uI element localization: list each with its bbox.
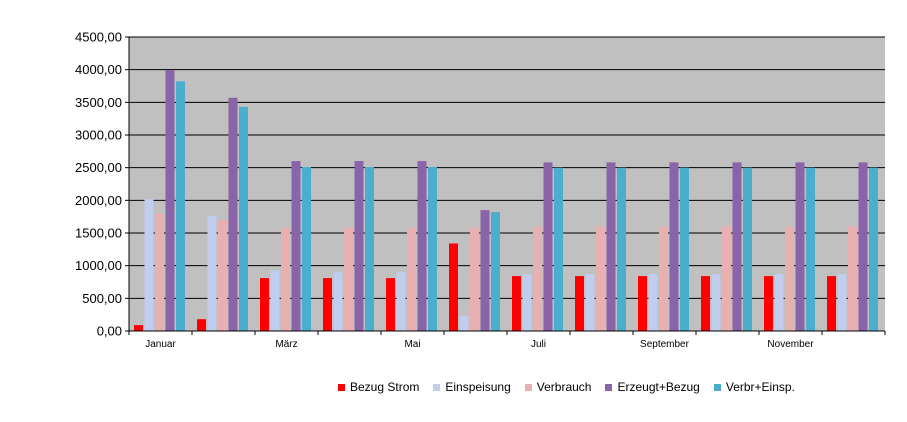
bar-bezug-strom-5 [386, 278, 395, 331]
legend-swatch [524, 383, 532, 391]
bar-bezug-strom-3 [260, 278, 269, 331]
legend-item: Einspeisung [433, 380, 511, 394]
y-tick-label: 1000,00 [75, 258, 122, 273]
bar-bezug-strom-9 [638, 276, 647, 331]
y-tick-label: 0,00 [97, 324, 122, 339]
bar-verbr-einsp-9 [680, 167, 689, 331]
bar-einspeisung-4 [333, 272, 343, 331]
bar-erzeugt-bezug-5 [417, 161, 427, 331]
bar-verbrauch-3 [281, 227, 290, 331]
bar-verbr-einsp-1 [176, 81, 185, 332]
x-tick-label: Mai [404, 339, 420, 350]
bar-bezug-strom-8 [575, 276, 584, 331]
plot-area [129, 37, 885, 331]
bar-erzeugt-bezug-9 [669, 162, 679, 331]
bar-bezug-strom-12 [827, 276, 836, 331]
bar-verbrauch-1 [155, 213, 164, 331]
bar-einspeisung-7 [522, 274, 532, 331]
bar-verbrauch-10 [722, 226, 731, 331]
legend-item: Verbr+Einsp. [713, 380, 795, 394]
y-tick-label: 4500,00 [75, 30, 122, 45]
legend-swatch [605, 383, 613, 391]
y-tick-label: 4000,00 [75, 62, 122, 77]
bar-bezug-strom-2 [197, 319, 206, 331]
bar-bezug-strom-10 [701, 276, 710, 331]
y-tick-label: 500,00 [82, 291, 122, 306]
bar-einspeisung-2 [207, 216, 217, 331]
bar-einspeisung-9 [648, 274, 658, 331]
y-tick-labels: 0,00 500,00 1000,00 1500,00 2000,00 2500,00 30… [75, 30, 122, 339]
bar-verbrauch-9 [659, 226, 668, 331]
bar-bezug-strom-6 [449, 243, 458, 331]
x-tick-label: März [275, 339, 297, 350]
legend-swatch [713, 383, 721, 391]
bar-erzeugt-bezug-2 [228, 97, 238, 331]
bar-erzeugt-bezug-11 [795, 162, 805, 331]
y-tick-label: 1500,00 [75, 226, 122, 241]
bar-bezug-strom-7 [512, 276, 521, 331]
legend: Bezug Strom Einspeisung Verbrauch Erzeugt+B… [338, 380, 809, 394]
bar-verbrauch-7 [533, 226, 542, 331]
bar-verbrauch-8 [596, 226, 605, 331]
legend-item: Erzeugt+Bezug [605, 380, 700, 394]
grid-lines [129, 36, 885, 299]
legend-swatch [338, 383, 345, 391]
bar-erzeugt-bezug-3 [291, 161, 301, 331]
bar-verbrauch-2 [218, 219, 227, 331]
y-tick-label: 3000,00 [75, 128, 122, 143]
bar-verbr-einsp-7 [554, 167, 563, 331]
bar-verbrauch-5 [407, 227, 416, 331]
bar-verbr-einsp-5 [428, 167, 437, 331]
axes [125, 36, 886, 335]
legend-item: Verbrauch [524, 380, 592, 394]
bar-verbr-einsp-10 [743, 167, 752, 331]
bar-erzeugt-bezug-10 [732, 162, 742, 331]
y-tick-label: 2500,00 [75, 160, 122, 175]
bar-verbr-einsp-8 [617, 167, 626, 331]
legend-label: Verbrauch [536, 380, 592, 394]
bar-erzeugt-bezug-4 [354, 161, 364, 331]
x-tick-label: Januar [145, 339, 176, 350]
bar-erzeugt-bezug-12 [858, 162, 868, 331]
legend-label: Einspeisung [445, 380, 511, 394]
bar-verbr-einsp-6 [491, 212, 500, 331]
x-tick-label: September [640, 339, 690, 350]
bar-verbr-einsp-11 [806, 167, 815, 331]
y-tick-label: 3500,00 [75, 95, 122, 110]
bar-verbr-einsp-3 [302, 167, 311, 331]
bar-einspeisung-11 [774, 274, 784, 331]
bar-erzeugt-bezug-8 [606, 162, 616, 331]
bar-erzeugt-bezug-1 [165, 70, 175, 332]
bar-verbrauch-6 [470, 227, 479, 331]
bar-einspeisung-8 [585, 274, 595, 331]
bar-einspeisung-3 [270, 270, 280, 331]
bars [134, 70, 878, 332]
bar-einspeisung-12 [837, 274, 847, 331]
bar-verbr-einsp-4 [365, 167, 374, 331]
bar-bezug-strom-11 [764, 276, 773, 331]
bar-einspeisung-1 [144, 199, 154, 331]
bar-verbr-einsp-2 [239, 106, 248, 332]
bar-erzeugt-bezug-6 [480, 210, 490, 331]
legend-label: Verbr+Einsp. [725, 380, 795, 394]
bar-einspeisung-5 [396, 272, 406, 331]
legend-label: Bezug Strom [350, 380, 420, 394]
bar-verbr-einsp-12 [869, 167, 878, 331]
bar-einspeisung-6 [459, 316, 469, 331]
bar-verbrauch-4 [344, 227, 353, 331]
legend-item: Bezug Strom [338, 380, 419, 394]
bar-bezug-strom-4 [323, 278, 332, 331]
bar-einspeisung-10 [711, 274, 721, 331]
bar-erzeugt-bezug-7 [543, 162, 553, 331]
x-tick-label: November [767, 339, 814, 350]
bar-bezug-strom-1 [134, 325, 143, 331]
x-tick-labels: Januar März Mai Juli September November [145, 339, 814, 350]
x-tick-label: Juli [531, 339, 546, 350]
legend-label: Erzeugt+Bezug [617, 380, 700, 394]
y-tick-label: 2000,00 [75, 193, 122, 208]
bar-verbrauch-11 [785, 226, 794, 331]
legend-swatch [433, 383, 441, 391]
bar-verbrauch-12 [848, 226, 857, 331]
